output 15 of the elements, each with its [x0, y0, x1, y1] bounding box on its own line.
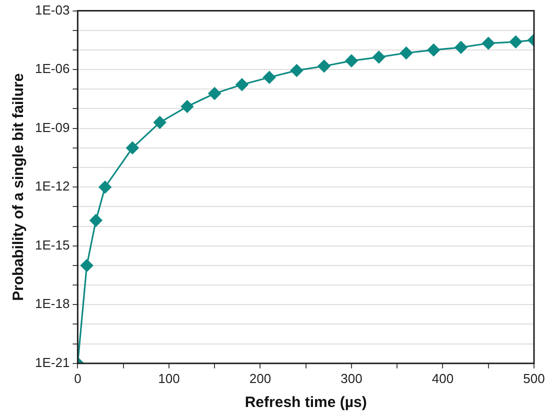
x-tick-label: 200 — [249, 370, 272, 386]
y-axis-title: Probability of a single bit failure — [10, 73, 28, 301]
y-tick-label: 1E-03 — [34, 2, 70, 18]
x-axis-title: Refresh time (µs) — [244, 394, 367, 412]
y-tick-label: 1E-12 — [34, 178, 70, 194]
y-tick-label: 1E-21 — [34, 354, 70, 370]
x-tick-label: 400 — [432, 370, 454, 386]
x-tick-label: 100 — [158, 370, 180, 386]
y-tick-label: 1E-06 — [34, 61, 70, 76]
x-tick-label: 300 — [340, 370, 362, 386]
y-tick-label: 1E-09 — [34, 120, 70, 135]
y-tick-label: 1E-15 — [34, 237, 70, 252]
x-tick-label: 0 — [74, 370, 82, 386]
y-tick-label: 1E-18 — [34, 296, 70, 312]
x-tick-label: 500 — [523, 370, 545, 386]
